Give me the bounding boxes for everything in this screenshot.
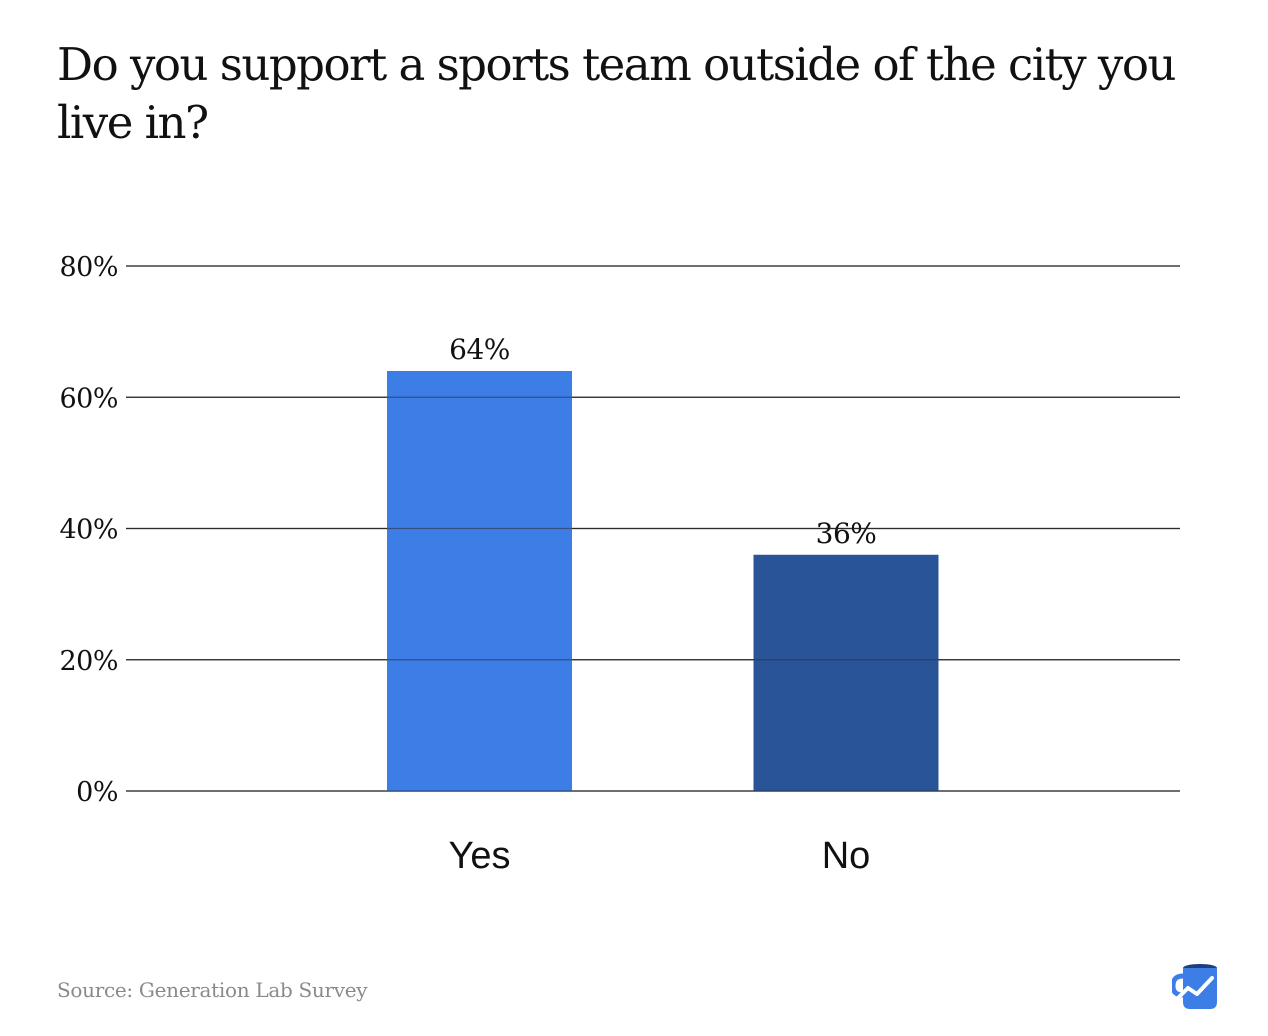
y-tick-label: 80%	[59, 252, 118, 283]
source-note: Source: Generation Lab Survey	[57, 978, 368, 1002]
mug-logo-icon	[1172, 964, 1217, 1009]
category-labels: Yes No	[449, 835, 871, 877]
data-label-yes: 64%	[449, 333, 510, 366]
bar-no	[753, 554, 939, 791]
bar-yes	[387, 371, 572, 791]
y-tick-label: 60%	[59, 383, 118, 414]
y-axis-tick-labels: 0% 20% 40% 60% 80%	[59, 252, 118, 808]
data-labels: 64% 36%	[449, 333, 877, 550]
bars	[387, 371, 939, 791]
chart-title: Do you support a sports team outside of …	[57, 38, 1176, 149]
y-tick-label: 40%	[59, 515, 118, 546]
data-label-no: 36%	[816, 517, 877, 550]
gridlines-overlay	[126, 265, 1180, 792]
y-tick-label: 0%	[76, 777, 118, 808]
category-label-yes: Yes	[449, 835, 511, 877]
y-tick-label: 20%	[59, 646, 118, 677]
category-label-no: No	[822, 835, 871, 877]
